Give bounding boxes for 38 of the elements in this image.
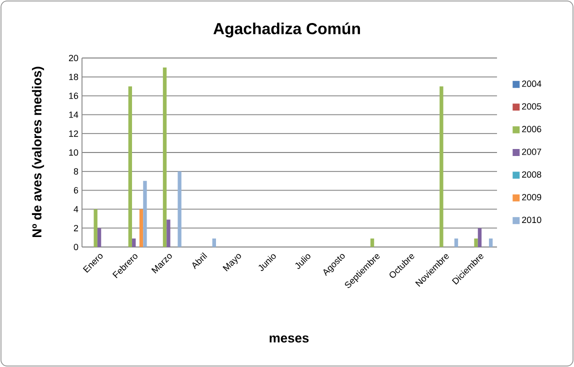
y-tick-label: 10 <box>69 149 78 156</box>
bar <box>212 238 216 247</box>
legend-label: 2005 <box>522 103 542 110</box>
bar <box>139 209 144 247</box>
legend-label: 2008 <box>522 171 542 178</box>
bar <box>474 238 478 247</box>
y-tick-label: 0 <box>74 244 78 250</box>
y-tick-label: 20 <box>68 54 78 62</box>
bar <box>162 67 167 247</box>
x-tick-label: Julio <box>295 254 310 269</box>
legend-label: 2007 <box>522 148 542 155</box>
bar <box>478 228 482 247</box>
legend-label: 2004 <box>522 80 542 87</box>
y-tick-label: 14 <box>69 112 78 118</box>
y-tick-label: 8 <box>74 168 78 175</box>
bar <box>488 238 493 247</box>
bar <box>143 180 147 247</box>
y-tick-label: 12 <box>69 130 78 137</box>
x-axis-title: meses <box>270 335 309 343</box>
bar <box>454 238 458 247</box>
bar <box>94 209 98 247</box>
bar <box>440 86 444 247</box>
y-tick-label: 4 <box>74 206 78 212</box>
legend-label: 2006 <box>522 126 542 132</box>
bar <box>370 238 374 247</box>
bar <box>97 228 102 247</box>
bar <box>128 86 132 247</box>
chart-title: Agachadiza Común <box>213 22 360 38</box>
y-tick-label: 2 <box>74 224 78 232</box>
legend-label: 2009 <box>522 194 542 200</box>
y-tick-label: 6 <box>74 187 78 194</box>
bar <box>166 220 170 247</box>
y-tick-label: 18 <box>69 74 78 80</box>
bar <box>178 171 182 247</box>
y-axis-title: Nº de aves (valores medios) <box>32 66 44 238</box>
y-tick-label: 16 <box>69 92 78 99</box>
bar <box>132 238 136 247</box>
legend-label: 2010 <box>522 216 542 224</box>
